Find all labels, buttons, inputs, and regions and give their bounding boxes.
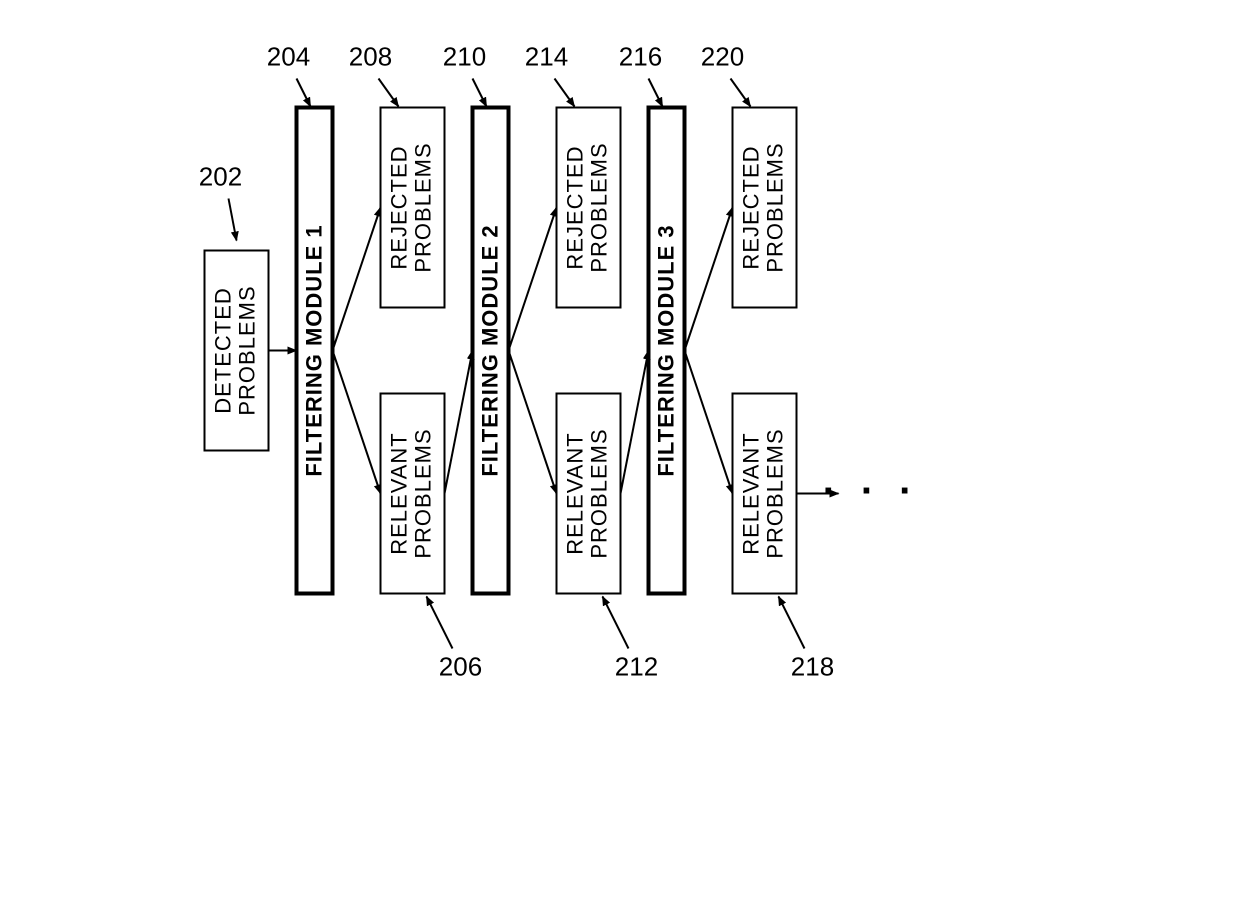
ref-leader-204: [297, 79, 311, 107]
ref-label-218: 218: [779, 597, 835, 682]
box-module3: FILTERING MODULE 3: [649, 108, 685, 594]
flow-arrow-2: [333, 208, 381, 351]
ref-num-216: 216: [619, 41, 662, 71]
box-detected: DETECTEDPROBLEMS: [205, 251, 269, 451]
ref-leader-206: [427, 597, 453, 649]
ref-label-202: 202: [199, 161, 242, 240]
box-module3-line1: FILTERING MODULE 3: [653, 224, 678, 476]
ref-label-212: 212: [603, 597, 659, 682]
box-relevant3-line1: RELEVANT: [738, 432, 763, 555]
box-rejected3: REJECTEDPROBLEMS: [733, 108, 797, 308]
flow-arrow-6: [621, 351, 649, 494]
ref-num-210: 210: [443, 41, 486, 71]
box-rejected2-line2: PROBLEMS: [586, 142, 611, 272]
box-module2: FILTERING MODULE 2: [473, 108, 509, 594]
box-rejected3-line2: PROBLEMS: [762, 142, 787, 272]
box-rejected1: REJECTEDPROBLEMS: [381, 108, 445, 308]
box-rejected1-line2: PROBLEMS: [410, 142, 435, 272]
flow-arrow-4: [509, 351, 557, 494]
box-rejected3-line1: REJECTED: [738, 145, 763, 269]
box-relevant2-line1: RELEVANT: [562, 432, 587, 555]
box-module2-line1: FILTERING MODULE 2: [477, 224, 502, 476]
flow-arrow-1: [333, 351, 381, 494]
box-relevant2: RELEVANTPROBLEMS: [557, 394, 621, 594]
ellipsis: . . .: [823, 459, 919, 503]
box-relevant3: RELEVANTPROBLEMS: [733, 394, 797, 594]
ref-label-204: 204: [267, 41, 311, 106]
box-detected-line1: DETECTED: [210, 287, 235, 414]
ref-leader-208: [379, 79, 399, 107]
box-relevant1: RELEVANTPROBLEMS: [381, 394, 445, 594]
flow-arrow-7: [685, 351, 733, 494]
ref-num-214: 214: [525, 41, 568, 71]
box-relevant2-line2: PROBLEMS: [586, 428, 611, 558]
flow-arrow-3: [445, 351, 473, 494]
ref-label-206: 206: [427, 597, 483, 682]
ref-num-202: 202: [199, 161, 242, 191]
ref-leader-212: [603, 597, 629, 649]
ref-label-210: 210: [443, 41, 487, 106]
ref-leader-210: [473, 79, 487, 107]
ref-label-216: 216: [619, 41, 663, 106]
ref-leader-216: [649, 79, 663, 107]
box-rejected2-line1: REJECTED: [562, 145, 587, 269]
flow-arrow-8: [685, 208, 733, 351]
box-module1: FILTERING MODULE 1: [297, 108, 333, 594]
box-relevant3-line2: PROBLEMS: [762, 428, 787, 558]
ref-leader-214: [555, 79, 575, 107]
box-relevant1-line2: PROBLEMS: [410, 428, 435, 558]
ref-num-204: 204: [267, 41, 310, 71]
ref-label-214: 214: [525, 41, 575, 106]
ref-num-212: 212: [615, 651, 658, 681]
box-module1-line1: FILTERING MODULE 1: [301, 224, 326, 476]
ref-leader-218: [779, 597, 805, 649]
ref-leader-220: [731, 79, 751, 107]
box-relevant1-line1: RELEVANT: [386, 432, 411, 555]
ref-leader-202: [229, 199, 237, 241]
ref-label-208: 208: [349, 41, 399, 106]
ref-label-220: 220: [701, 41, 751, 106]
flow-arrow-5: [509, 208, 557, 351]
box-rejected1-line1: REJECTED: [386, 145, 411, 269]
ref-num-218: 218: [791, 651, 834, 681]
ref-num-208: 208: [349, 41, 392, 71]
box-detected-line2: PROBLEMS: [234, 285, 259, 415]
ref-num-206: 206: [439, 651, 482, 681]
ref-num-220: 220: [701, 41, 744, 71]
box-rejected2: REJECTEDPROBLEMS: [557, 108, 621, 308]
